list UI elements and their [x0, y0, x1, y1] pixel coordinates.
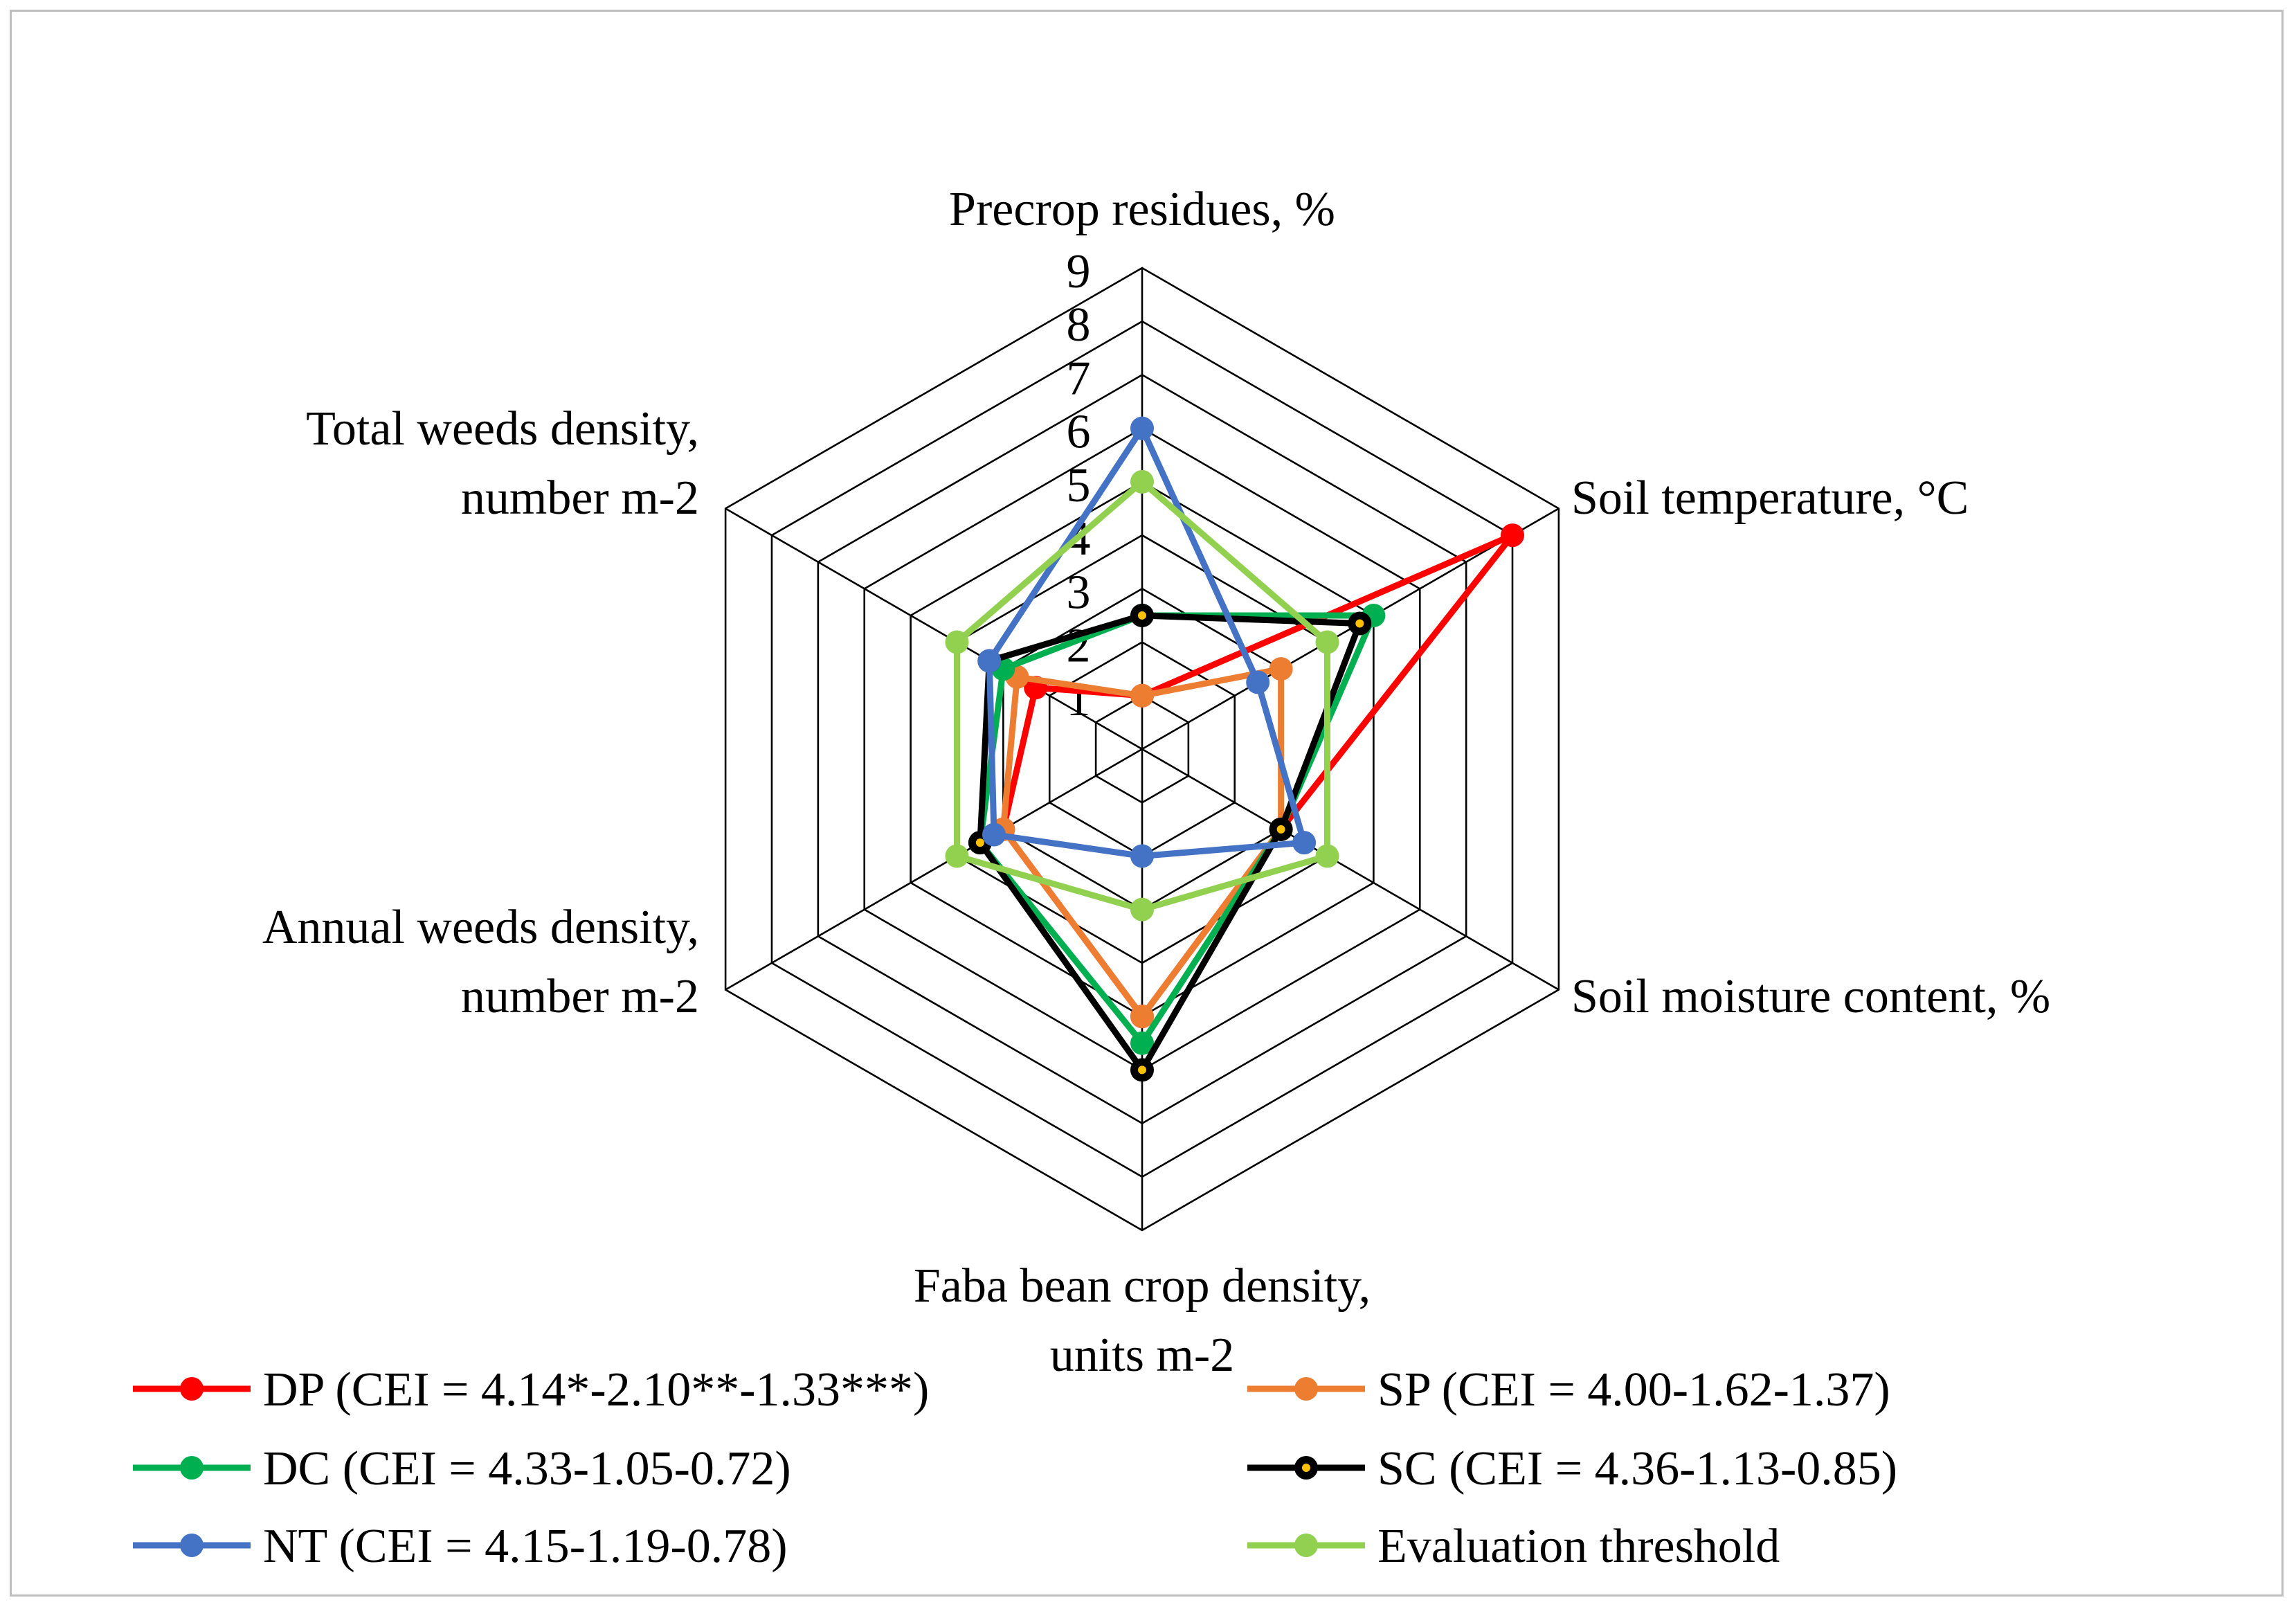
data-point	[1501, 523, 1525, 548]
tick-label: 1	[1067, 673, 1091, 726]
legend-label: SC (CEI = 4.36-1.13-0.85)	[1377, 1442, 1897, 1495]
legend: DP (CEI = 4.14*-2.10**-1.33***) SP (CEI =…	[133, 1363, 1897, 1573]
data-point	[1130, 469, 1154, 494]
tick-label: 3	[1067, 566, 1091, 619]
data-point-center	[1138, 1066, 1146, 1075]
axis-label: Total weeds density,	[306, 402, 699, 456]
data-point	[1130, 1005, 1154, 1029]
tick-label: 5	[1067, 459, 1091, 512]
tick-label: 6	[1067, 406, 1091, 459]
data-point	[945, 630, 969, 654]
data-point	[1269, 657, 1293, 681]
legend-label: DP (CEI = 4.14*-2.10**-1.33***)	[263, 1363, 929, 1417]
data-point	[1130, 844, 1154, 868]
data-point	[1315, 630, 1339, 654]
data-point	[1130, 416, 1154, 440]
legend-label: NT (CEI = 4.15-1.19-0.78)	[263, 1520, 788, 1573]
data-point-center	[1355, 619, 1364, 628]
data-point	[1130, 683, 1154, 708]
data-point	[1130, 897, 1154, 922]
data-point-center	[1276, 825, 1285, 834]
data-point-center	[1138, 611, 1146, 620]
data-point	[1292, 831, 1317, 855]
axis-spoke	[725, 507, 1143, 750]
data-point	[1315, 844, 1339, 868]
axis-label: number m-2	[461, 471, 699, 525]
axis-label: Soil temperature, °C	[1571, 471, 1969, 525]
data-point	[1130, 1031, 1154, 1055]
legend-marker	[180, 1534, 204, 1557]
axis-labels: Precrop residues, % Soil temperature, °C S…	[262, 183, 2050, 1382]
data-point	[977, 649, 1002, 673]
axis-label: number m-2	[461, 970, 699, 1023]
axis-label: Annual weeds density,	[262, 901, 699, 954]
legend-marker	[1294, 1534, 1318, 1557]
radar-grid	[724, 267, 1560, 1232]
legend-marker	[180, 1456, 204, 1480]
legend-marker-center	[1302, 1464, 1310, 1472]
tick-label: 9	[1067, 245, 1091, 298]
chart-frame	[10, 10, 2284, 1597]
axis-spoke	[1141, 748, 1560, 991]
tick-label: 8	[1067, 298, 1091, 352]
axis-spoke	[725, 748, 1143, 991]
data-point	[945, 844, 969, 868]
legend-marker	[1294, 1377, 1318, 1401]
axis-label: Faba bean crop density,	[914, 1259, 1371, 1313]
data-point-center	[975, 838, 984, 847]
axis-label: Soil moisture content, %	[1571, 970, 2050, 1023]
axis-label: units m-2	[1050, 1329, 1234, 1382]
legend-label: Evaluation threshold	[1377, 1520, 1780, 1573]
axis-label: Precrop residues, %	[949, 183, 1335, 236]
legend-label: SP (CEI = 4.00-1.62-1.37)	[1377, 1363, 1890, 1417]
legend-marker	[180, 1377, 204, 1401]
data-point	[1246, 670, 1270, 694]
data-point	[982, 823, 1006, 847]
tick-label: 7	[1067, 352, 1091, 405]
series-group	[945, 416, 1525, 1082]
legend-label: DC (CEI = 4.33-1.05-0.72)	[263, 1442, 791, 1495]
